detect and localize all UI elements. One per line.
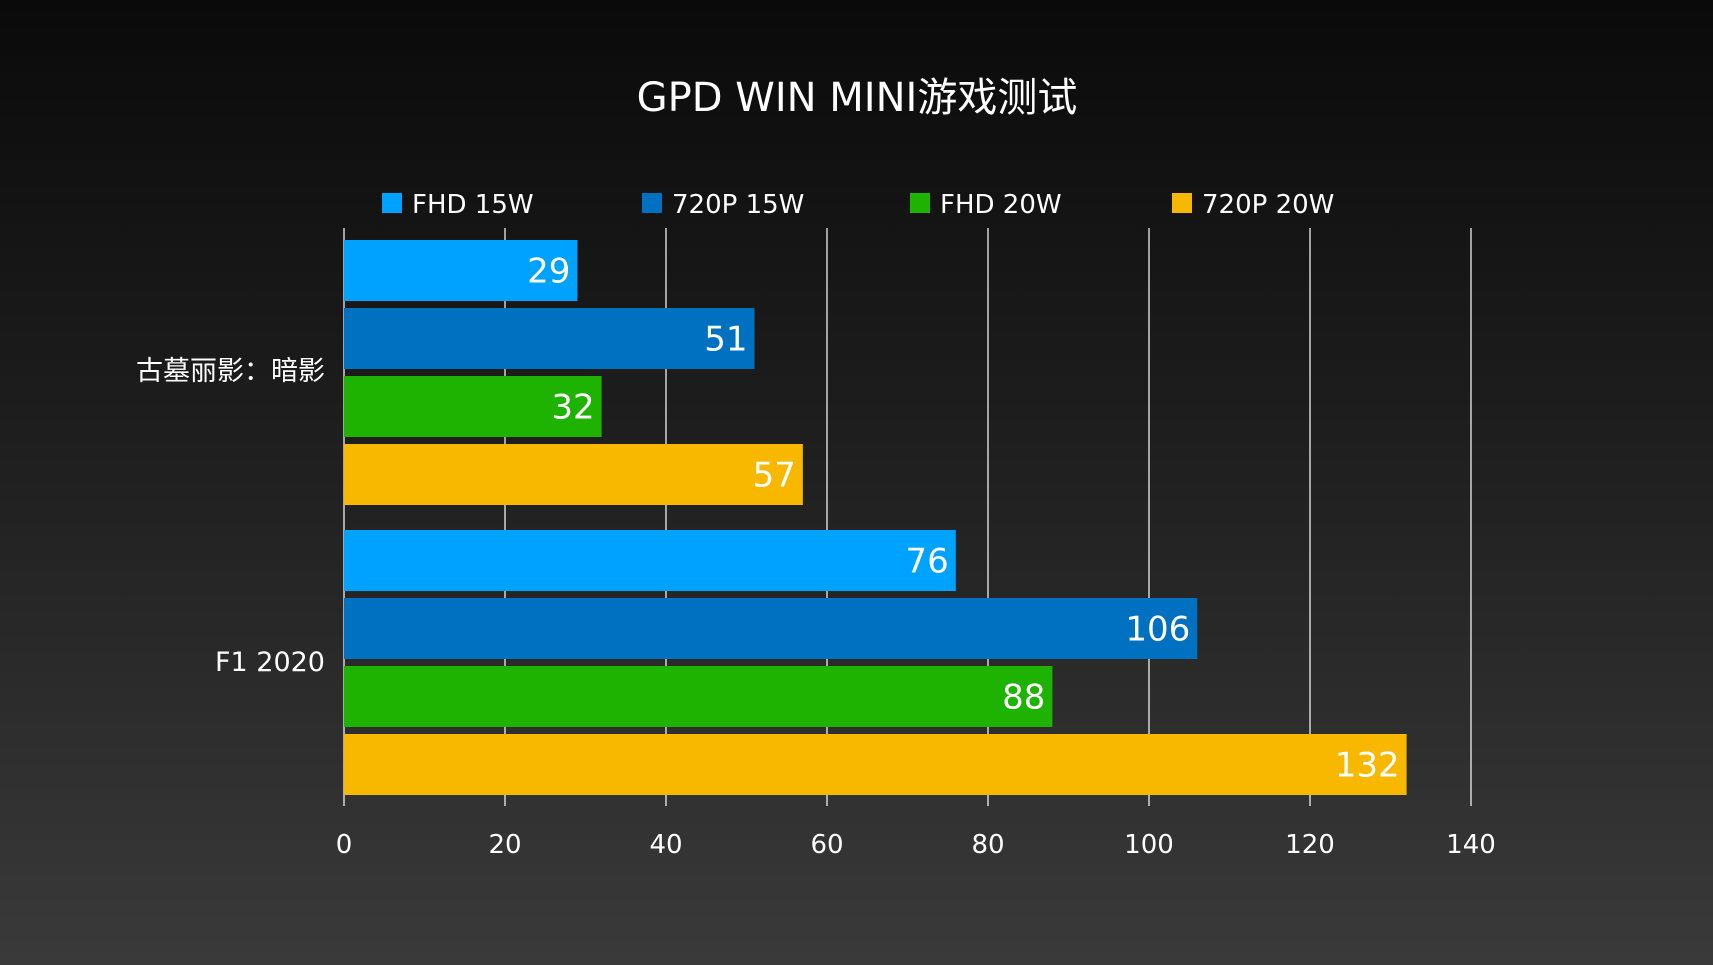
x-tick-label: 120	[1285, 830, 1335, 860]
bars	[344, 240, 1407, 795]
x-tick-label: 80	[971, 830, 1004, 860]
bar	[344, 376, 602, 437]
x-tick-label: 140	[1446, 830, 1496, 860]
legend-item: 720P 20W	[1172, 190, 1334, 220]
legend-item: FHD 15W	[382, 190, 534, 220]
legend-label: 720P 15W	[672, 190, 804, 220]
bar	[344, 598, 1198, 659]
legend-swatch	[382, 193, 402, 213]
legend-swatch	[642, 193, 662, 213]
x-tick-label: 100	[1124, 830, 1174, 860]
bar	[344, 308, 755, 369]
legend-item: FHD 20W	[910, 190, 1062, 220]
legend-label: FHD 15W	[412, 190, 534, 220]
bar-value-label: 132	[1335, 746, 1400, 786]
x-tick-label: 60	[810, 830, 843, 860]
bar-value-label: 106	[1125, 610, 1190, 650]
x-axis-ticks: 0 20 40 60 80 100 120 140	[336, 830, 1496, 860]
legend: FHD 15W 720P 15W FHD 20W 720P 20W	[382, 190, 1334, 220]
bar-value-label: 29	[527, 252, 570, 292]
bar-value-label: 88	[1002, 678, 1045, 718]
legend-label: FHD 20W	[940, 190, 1062, 220]
legend-swatch	[910, 193, 930, 213]
x-tick-label: 0	[336, 830, 353, 860]
bar	[344, 530, 956, 591]
chart-title: GPD WIN MINI游戏测试	[637, 75, 1078, 121]
bar	[344, 666, 1053, 727]
bar-value-label: 32	[551, 388, 594, 428]
bar-value-label: 57	[753, 456, 796, 496]
x-tick-label: 40	[649, 830, 682, 860]
category-labels: 古墓丽影：暗影 F1 2020	[136, 356, 325, 678]
bar	[344, 240, 578, 301]
bar-labels: 29 51 32 57 76 106 88 132	[527, 252, 1399, 786]
category-label: 古墓丽影：暗影	[136, 356, 325, 387]
legend-label: 720P 20W	[1202, 190, 1334, 220]
legend-item: 720P 15W	[642, 190, 804, 220]
bar-value-label: 76	[906, 542, 949, 582]
bar	[344, 444, 803, 505]
legend-swatch	[1172, 193, 1192, 213]
x-tick-label: 20	[488, 830, 521, 860]
bar	[344, 734, 1407, 795]
bar-value-label: 51	[704, 320, 747, 360]
category-label: F1 2020	[215, 647, 325, 678]
